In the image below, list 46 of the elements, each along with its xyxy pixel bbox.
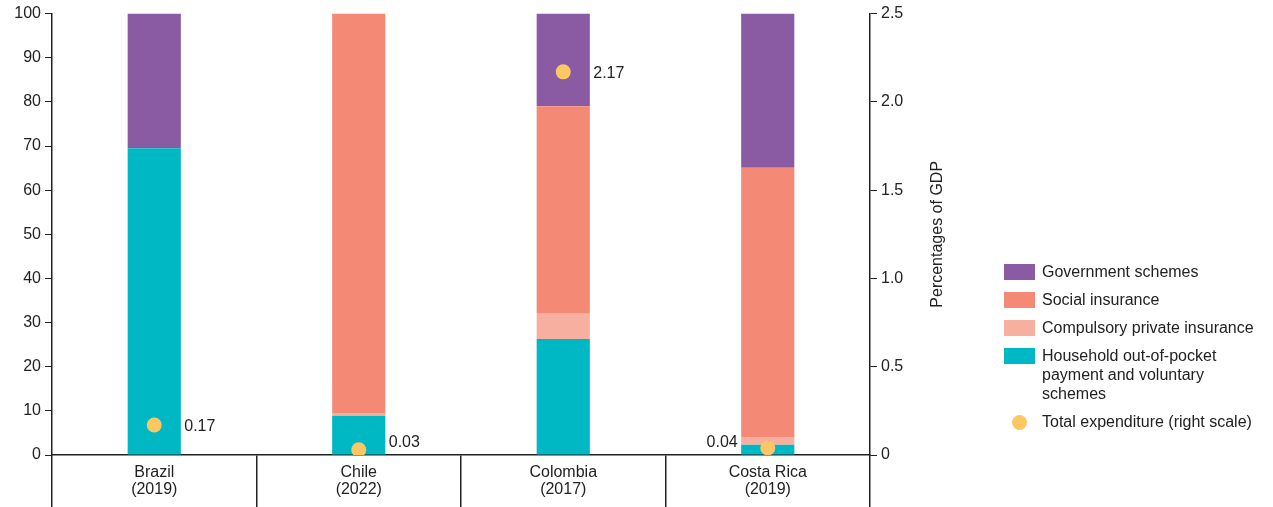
x-tick-label: Costa Rica (2019): [728, 463, 807, 498]
y-tick-label: 70: [23, 136, 42, 154]
data-label: 2.17: [593, 64, 625, 82]
x-tick-label: Brazil (2019): [131, 463, 178, 498]
y-tick-label: 90: [23, 48, 42, 66]
y-tick-label: 10: [23, 401, 42, 419]
data-label: 0.03: [388, 433, 420, 451]
data-label: 0.04: [706, 433, 738, 451]
point: [146, 417, 162, 433]
bar: [332, 415, 386, 455]
y-tick-label: 40: [23, 268, 42, 286]
legend-label: Total expenditure (right scale): [1042, 412, 1252, 431]
data-label: 0.17: [184, 417, 216, 435]
legend-label: Compulsory private insurance: [1042, 318, 1254, 337]
y-tick-label: 0: [32, 445, 42, 463]
point: [351, 442, 367, 455]
bar: [536, 338, 590, 455]
y2-tick-label: 2.5: [881, 4, 904, 22]
y-tick-label: 60: [23, 180, 42, 198]
bar: [741, 167, 795, 437]
y-tick-label: 20: [23, 357, 42, 375]
bar: [536, 313, 590, 339]
y2-tick-label: 0.5: [881, 357, 904, 375]
y-tick-label: 30: [23, 312, 42, 330]
y-tick-label: 80: [23, 92, 42, 110]
bar: [127, 148, 181, 455]
bar: [332, 413, 386, 416]
bar: [536, 13, 590, 107]
bar: [332, 13, 386, 414]
y-tick-label: 100: [14, 4, 42, 22]
y-tick-label: 50: [23, 224, 42, 242]
point: [555, 64, 571, 80]
legend-label: Household out-of-pocket payment and voluntary schemes: [1042, 346, 1218, 403]
point: [760, 440, 776, 455]
y2-axis-title: Percentages of GDP: [928, 160, 946, 308]
bar: [127, 13, 181, 149]
x-tick-label: Chile (2022): [335, 463, 382, 498]
y2-tick-label: 0: [881, 445, 890, 463]
legend-label: Social insurance: [1042, 290, 1160, 309]
y2-tick-label: 1.0: [881, 268, 904, 286]
y2-tick-label: 2.0: [881, 92, 904, 110]
bar: [536, 106, 590, 314]
y2-tick-label: 1.5: [881, 180, 904, 198]
bar: [741, 13, 795, 168]
legend-label: Government schemes: [1042, 262, 1199, 281]
x-tick-label: Colombia (2017): [529, 463, 598, 498]
